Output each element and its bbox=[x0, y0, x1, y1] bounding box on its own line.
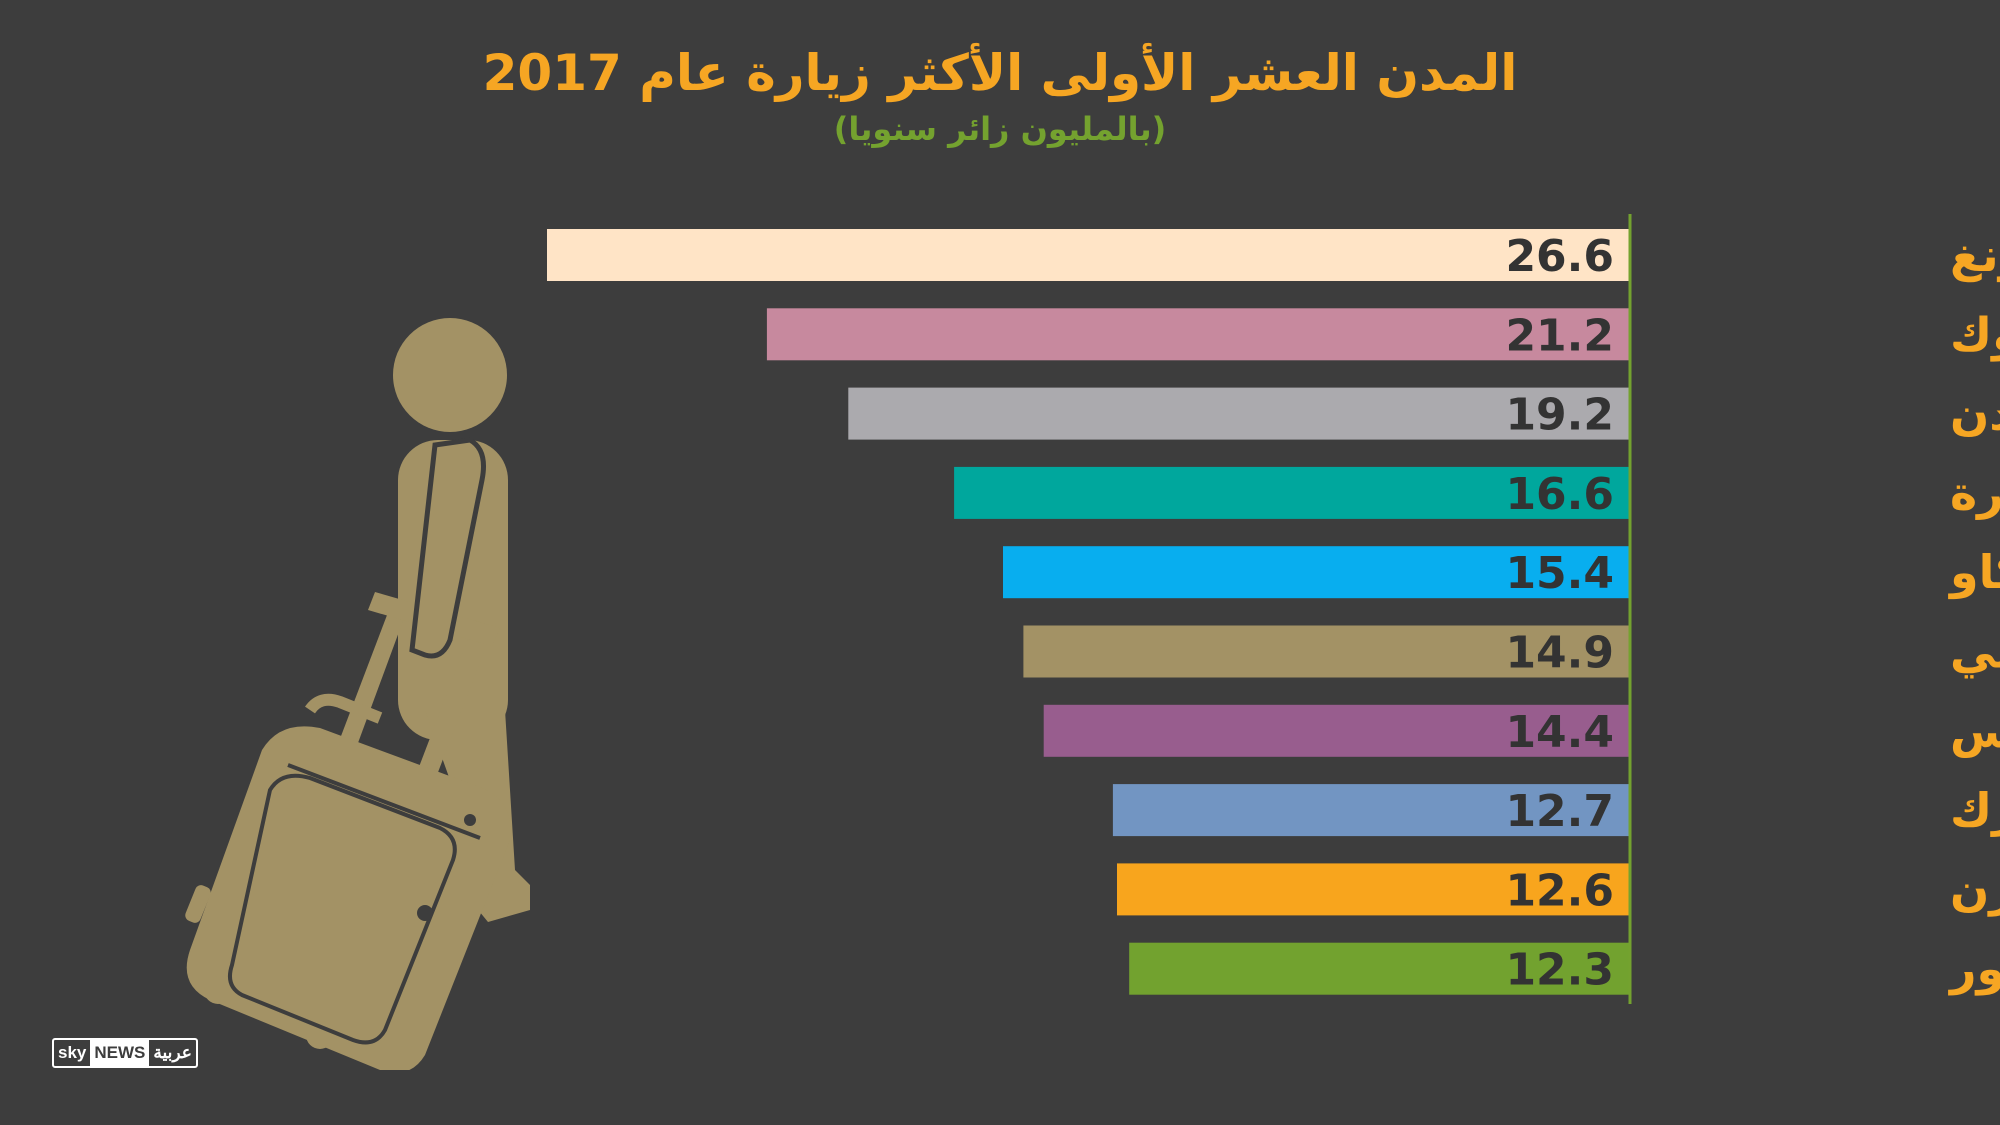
bar-2 bbox=[848, 387, 1630, 440]
category-label-7: نيويورك bbox=[1950, 783, 2000, 837]
bar-1 bbox=[766, 308, 1630, 361]
bar-9 bbox=[1129, 942, 1630, 995]
category-label-0: هونغ كونغ bbox=[1950, 228, 2000, 282]
category-label-1: بانكوك bbox=[1950, 307, 2000, 361]
category-label-3: سنغافورة bbox=[1950, 466, 2000, 520]
value-label-8: 12.6 bbox=[1505, 865, 1614, 916]
bar-4 bbox=[1003, 546, 1630, 599]
bar-0 bbox=[547, 229, 1630, 281]
value-label-1: 21.2 bbox=[1505, 310, 1614, 361]
category-label-9: كوالالمبور bbox=[1948, 942, 2000, 996]
category-label-5: دبي bbox=[1950, 625, 2000, 679]
logo-sky-text: sky bbox=[58, 1043, 87, 1062]
logo-arabia-text: عربية bbox=[153, 1043, 192, 1062]
traveler-with-suitcase-icon bbox=[185, 318, 530, 1070]
bars-layer bbox=[547, 229, 1630, 995]
bar-5 bbox=[1023, 625, 1630, 678]
category-label-6: باريس bbox=[1950, 704, 2000, 758]
bar-6 bbox=[1043, 704, 1630, 757]
category-label-2: لندن bbox=[1950, 387, 2000, 441]
category-label-4: مكاو bbox=[1948, 545, 2000, 599]
value-label-7: 12.7 bbox=[1505, 786, 1614, 837]
value-label-0: 26.6 bbox=[1505, 231, 1614, 282]
bar-3 bbox=[954, 466, 1630, 519]
sky-news-arabia-logo: sky NEWS عربية bbox=[52, 1038, 198, 1068]
value-label-9: 12.3 bbox=[1505, 945, 1614, 996]
labels-layer: 26.6 هونغ كونغ 21.2 بانكوك 19.2 لندن 16.6 سنغاف… bbox=[1505, 228, 2000, 996]
logo-news-text: NEWS bbox=[90, 1040, 150, 1066]
value-label-2: 19.2 bbox=[1505, 390, 1614, 441]
value-label-5: 14.9 bbox=[1505, 628, 1614, 679]
bar-8 bbox=[1117, 863, 1630, 916]
value-label-4: 15.4 bbox=[1505, 548, 1614, 599]
chart-subtitle: (بالمليون زائر سنويا) bbox=[833, 110, 1167, 148]
value-label-6: 14.4 bbox=[1505, 707, 1614, 758]
bar-7 bbox=[1112, 784, 1630, 837]
category-label-8: شينزن bbox=[1950, 862, 2000, 916]
chart-title: المدن العشر الأولى الأكثر زيارة عام 2017 bbox=[482, 44, 1518, 102]
value-label-3: 16.6 bbox=[1505, 469, 1614, 520]
